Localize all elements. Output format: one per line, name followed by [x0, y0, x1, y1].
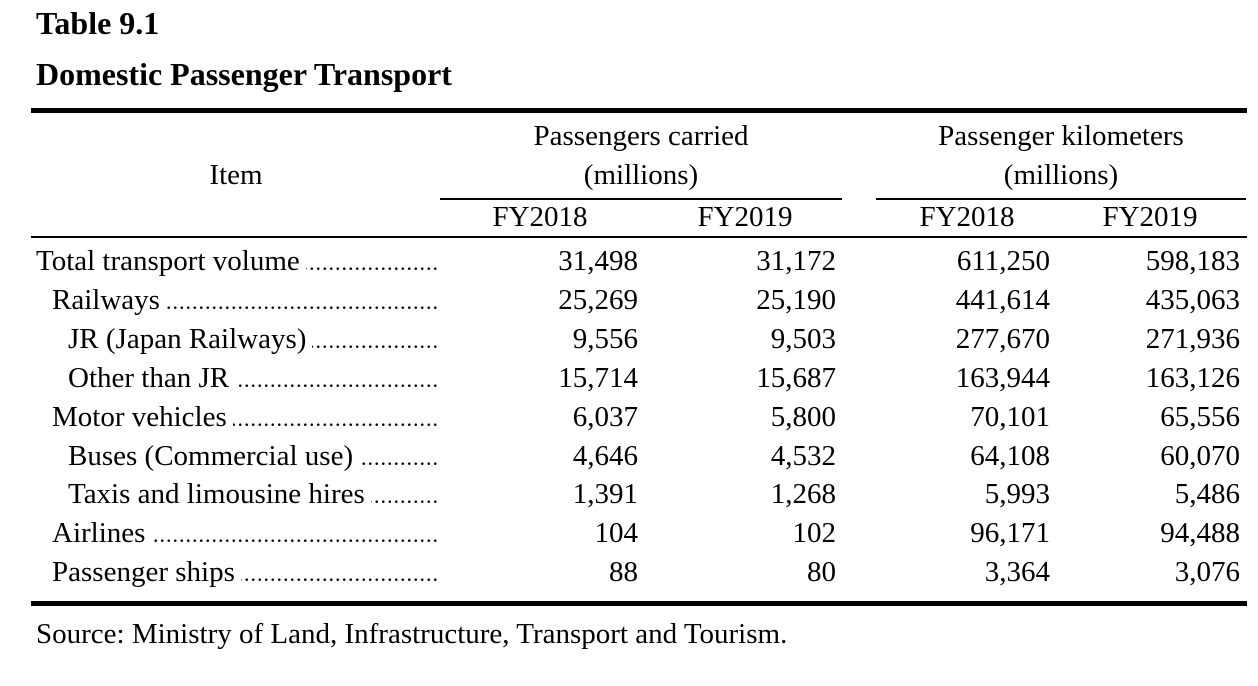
table-cell: 64,108	[970, 440, 1050, 472]
top-rule	[31, 108, 1247, 113]
table-cell: 9,503	[770, 323, 836, 355]
row-label: ........................................…	[36, 515, 438, 551]
table-cell: 163,944	[955, 362, 1050, 394]
bottom-rule	[31, 601, 1247, 606]
row-label: ........................................…	[36, 282, 438, 318]
group2-rule	[876, 198, 1246, 200]
table-cell: 96,171	[970, 517, 1050, 549]
table-cell: 9,556	[572, 323, 638, 355]
table-cell: 104	[594, 517, 639, 549]
row-label: ........................................…	[36, 399, 438, 435]
table-cell: 102	[792, 517, 837, 549]
table-cell: 611,250	[956, 245, 1050, 277]
row-label: ........................................…	[36, 360, 438, 396]
row-label-text: Taxis and limousine hires	[36, 478, 371, 510]
table-cell: 65,556	[1160, 401, 1240, 433]
table-cell: 60,070	[1160, 440, 1240, 472]
table-cell: 163,126	[1145, 362, 1240, 394]
header-passengers-carried: Passengers carried	[533, 120, 749, 152]
table-cell: 5,800	[770, 401, 836, 433]
table-number: Table 9.1	[36, 5, 160, 41]
table-cell: 4,646	[572, 440, 638, 472]
header-year-pk-2019: FY2019	[1102, 201, 1198, 233]
row-label: ........................................…	[36, 554, 438, 590]
table-cell: 3,364	[984, 556, 1050, 588]
table-cell: 94,488	[1160, 517, 1240, 549]
table-cell: 80	[807, 556, 836, 588]
header-bottom-rule	[31, 236, 1247, 238]
header-year-pc-2018: FY2018	[492, 201, 588, 233]
group1-rule	[440, 198, 842, 200]
row-label: ........................................…	[36, 476, 438, 512]
table-cell: 31,172	[756, 245, 836, 277]
row-label-text: Railways	[36, 284, 166, 316]
table-cell: 5,486	[1174, 478, 1240, 510]
table-cell: 15,714	[558, 362, 638, 394]
table-cell: 6,037	[572, 401, 638, 433]
row-label-text: Passenger ships	[36, 556, 241, 588]
header-year-pk-2018: FY2018	[919, 201, 1015, 233]
table-cell: 598,183	[1145, 245, 1240, 277]
row-label: ........................................…	[36, 321, 438, 357]
header-item: Item	[209, 159, 263, 191]
table-cell: 5,993	[984, 478, 1050, 510]
table-cell: 1,268	[770, 478, 836, 510]
source-note: Source: Ministry of Land, Infrastructure…	[36, 618, 788, 650]
row-label: ........................................…	[36, 243, 438, 279]
row-label-text: JR (Japan Railways)	[36, 323, 313, 355]
table-cell: 1,391	[572, 478, 638, 510]
row-label-text: Airlines	[36, 517, 152, 549]
table-cell: 4,532	[770, 440, 836, 472]
header-passenger-kilometers: Passenger kilometers	[938, 120, 1184, 152]
header-year-pc-2019: FY2019	[697, 201, 793, 233]
table-cell: 88	[609, 556, 638, 588]
row-label-text: Other than JR	[36, 362, 236, 394]
table-cell: 25,269	[558, 284, 638, 316]
table-cell: 3,076	[1174, 556, 1240, 588]
table-cell: 31,498	[558, 245, 638, 277]
table-cell: 15,687	[756, 362, 836, 394]
header-passengers-carried-unit: (millions)	[583, 159, 699, 191]
header-passenger-kilometers-unit: (millions)	[1003, 159, 1119, 191]
row-label-text: Motor vehicles	[36, 401, 233, 433]
table-title: Domestic Passenger Transport	[36, 56, 452, 92]
row-label-text: Buses (Commercial use)	[36, 440, 360, 472]
table-cell: 435,063	[1145, 284, 1240, 316]
table-cell: 25,190	[756, 284, 836, 316]
row-label-text: Total transport volume	[36, 245, 306, 277]
table-cell: 441,614	[955, 284, 1050, 316]
table-cell: 271,936	[1145, 323, 1240, 355]
table-cell: 277,670	[955, 323, 1050, 355]
table-cell: 70,101	[970, 401, 1050, 433]
row-label: ........................................…	[36, 438, 438, 474]
